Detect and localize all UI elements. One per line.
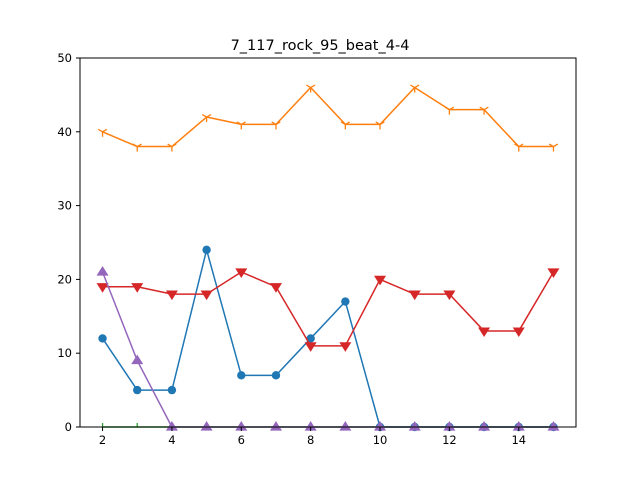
series-line <box>102 271 555 347</box>
data-point <box>341 297 350 306</box>
x-tick-label: 8 <box>307 433 314 447</box>
data-point <box>98 334 107 343</box>
data-point <box>97 128 108 137</box>
data-point <box>133 385 142 395</box>
x-tick-label: 4 <box>168 433 175 447</box>
data-point <box>200 290 213 301</box>
data-point <box>410 84 420 93</box>
data-point <box>304 342 317 352</box>
data-point <box>269 283 282 293</box>
data-point <box>131 354 144 365</box>
series-2 <box>97 84 559 152</box>
x-tick-label: 2 <box>99 433 106 447</box>
data-point <box>271 371 281 380</box>
data-point <box>478 421 491 431</box>
data-point <box>131 283 144 293</box>
data-point <box>165 421 178 431</box>
data-point <box>443 290 456 301</box>
data-point <box>479 106 489 115</box>
data-point <box>165 290 178 301</box>
data-point <box>374 275 387 286</box>
series-4 <box>96 268 560 352</box>
data-point <box>444 106 455 115</box>
chart-title: 7_117_rock_95_beat_4-4 <box>231 38 410 54</box>
data-point <box>408 290 421 301</box>
data-point <box>340 121 350 130</box>
data-point <box>236 121 246 130</box>
y-tick-label: 10 <box>57 346 72 360</box>
plot-frame <box>79 57 577 428</box>
y-tick-label: 0 <box>65 420 72 434</box>
data-point <box>269 421 282 431</box>
series-line <box>102 86 554 148</box>
data-point <box>375 121 385 130</box>
data-point <box>200 421 213 431</box>
data-point <box>271 121 281 130</box>
data-point <box>167 143 177 152</box>
data-point <box>374 421 387 431</box>
data-point <box>306 334 315 343</box>
y-tick-label: 30 <box>57 199 72 213</box>
x-tick-label: 14 <box>511 433 526 447</box>
data-point <box>478 327 491 338</box>
data-point <box>443 421 456 431</box>
data-point <box>306 84 316 93</box>
data-point <box>167 385 177 395</box>
data-point <box>304 421 317 431</box>
data-point <box>408 421 421 431</box>
data-point <box>548 143 559 152</box>
data-point <box>201 113 212 123</box>
data-point <box>514 143 524 152</box>
data-point <box>235 268 248 279</box>
x-tick-label: 10 <box>373 433 388 447</box>
data-point <box>547 421 560 431</box>
data-point <box>512 421 525 431</box>
data-point <box>235 421 248 431</box>
y-tick-label: 50 <box>57 51 72 65</box>
data-point <box>339 342 352 352</box>
y-tick-label: 40 <box>57 125 72 139</box>
data-point <box>339 421 352 431</box>
x-tick-label: 6 <box>238 433 245 447</box>
x-tick-label: 12 <box>442 433 457 447</box>
data-point <box>512 327 525 338</box>
axes-layer: 2 4 6 8 10 12 14 0 10 20 30 40 50 <box>57 51 577 447</box>
data-point <box>96 283 109 293</box>
data-point <box>96 266 109 276</box>
data-point <box>202 245 211 255</box>
data-point <box>547 268 560 279</box>
y-tick-label: 20 <box>57 272 72 286</box>
data-point <box>132 143 142 152</box>
data-point <box>237 371 246 380</box>
